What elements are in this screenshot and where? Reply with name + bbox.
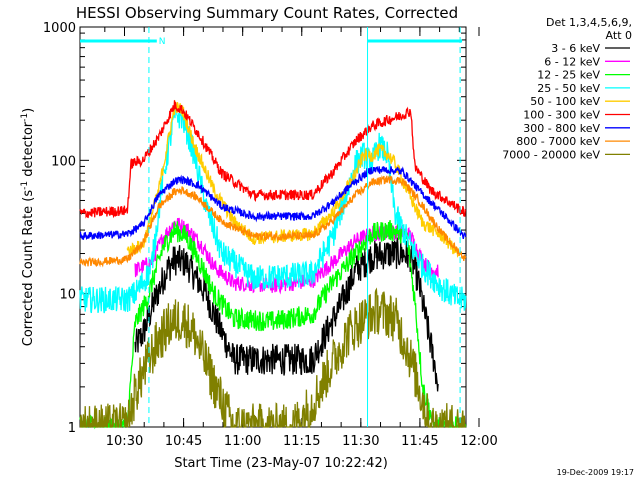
x-tick-label: 10:45 xyxy=(165,434,202,449)
legend-label-100-300-kev: 100 - 300 keV xyxy=(523,109,600,122)
x-tick-label: 11:15 xyxy=(283,434,320,449)
x-axis-label: Start Time (23-May-07 10:22:42) xyxy=(174,456,388,471)
legend-header-line-2: Att 0 xyxy=(606,29,632,42)
legend-label-50-100-kev: 50 - 100 keV xyxy=(530,95,600,108)
legend-label-6-12-kev: 6 - 12 keV xyxy=(544,55,600,68)
y-tick-label: 100 xyxy=(51,154,76,169)
y-tick-label: 1 xyxy=(68,421,76,436)
legend-header-line-1: Det 1,3,4,5,6,9, xyxy=(546,16,632,29)
legend-label-7000-20000-kev: 7000 - 20000 keV xyxy=(502,148,600,161)
series-line-3-6-kev xyxy=(134,237,439,392)
legend-label-300-800-kev: 300 - 800 keV xyxy=(523,122,600,135)
overlay-layer: N xyxy=(80,27,463,427)
series-line-25-50-kev xyxy=(79,102,467,314)
chart-title: HESSI Observing Summary Count Rates, Cor… xyxy=(76,4,458,22)
x-tick-label: 11:45 xyxy=(401,434,438,449)
x-tick-label: 10:30 xyxy=(106,434,143,449)
y-tick-label: 1000 xyxy=(43,21,76,36)
series-layer xyxy=(79,99,467,430)
y-tick-label: 10 xyxy=(59,288,76,303)
x-tick-label: 11:30 xyxy=(342,434,379,449)
legend-label-12-25-kev: 12 - 25 keV xyxy=(537,69,600,82)
series-line-100-300-kev xyxy=(79,100,467,219)
series-line-300-800-kev xyxy=(79,165,467,241)
legend-label-800-7000-kev: 800 - 7000 keV xyxy=(516,135,600,148)
x-tick-label: 11:00 xyxy=(224,434,261,449)
footer-date: 19-Dec-2009 19:17 xyxy=(557,468,634,477)
series-line-7000-20000-kev xyxy=(79,287,466,429)
x-tick-label: 12:00 xyxy=(460,434,497,449)
flag-marker: N xyxy=(159,37,166,47)
legend-label-3-6-kev: 3 - 6 keV xyxy=(551,42,600,55)
y-axis-ticks: 1 10 100 1000 xyxy=(43,21,466,436)
y-axis-label: Corrected Count Rate (s-1 detector-1) xyxy=(20,108,36,346)
series-line-800-7000-kev xyxy=(79,174,467,268)
legend-label-25-50-kev: 25 - 50 keV xyxy=(537,82,600,95)
series-line-12-25-kev xyxy=(79,219,467,430)
